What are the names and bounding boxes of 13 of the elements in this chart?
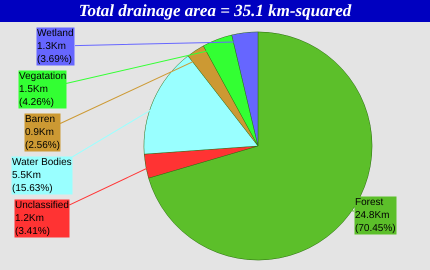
slice-label: Unclassified: [15, 200, 69, 211]
slice-label: Water Bodies: [12, 157, 72, 168]
data-label: 1.3Km (3.69%): [37, 41, 72, 65]
data-label: 24.8Km (70.45%): [355, 210, 396, 234]
slice-label: Barren: [25, 114, 56, 125]
data-label: 0.9Km (2.56%): [25, 127, 60, 151]
chart-title: Total drainage area = 35.1 km-squared: [0, 0, 430, 22]
data-label: 5.5Km (15.63%): [12, 170, 53, 194]
slice-label: Vegatation: [19, 71, 66, 82]
slice-label: Forest: [355, 197, 384, 208]
slice-label: Wetland: [37, 28, 74, 39]
data-label: 1.2Km (3.41%): [15, 213, 50, 237]
data-label: 1.5Km (4.26%): [19, 84, 54, 108]
